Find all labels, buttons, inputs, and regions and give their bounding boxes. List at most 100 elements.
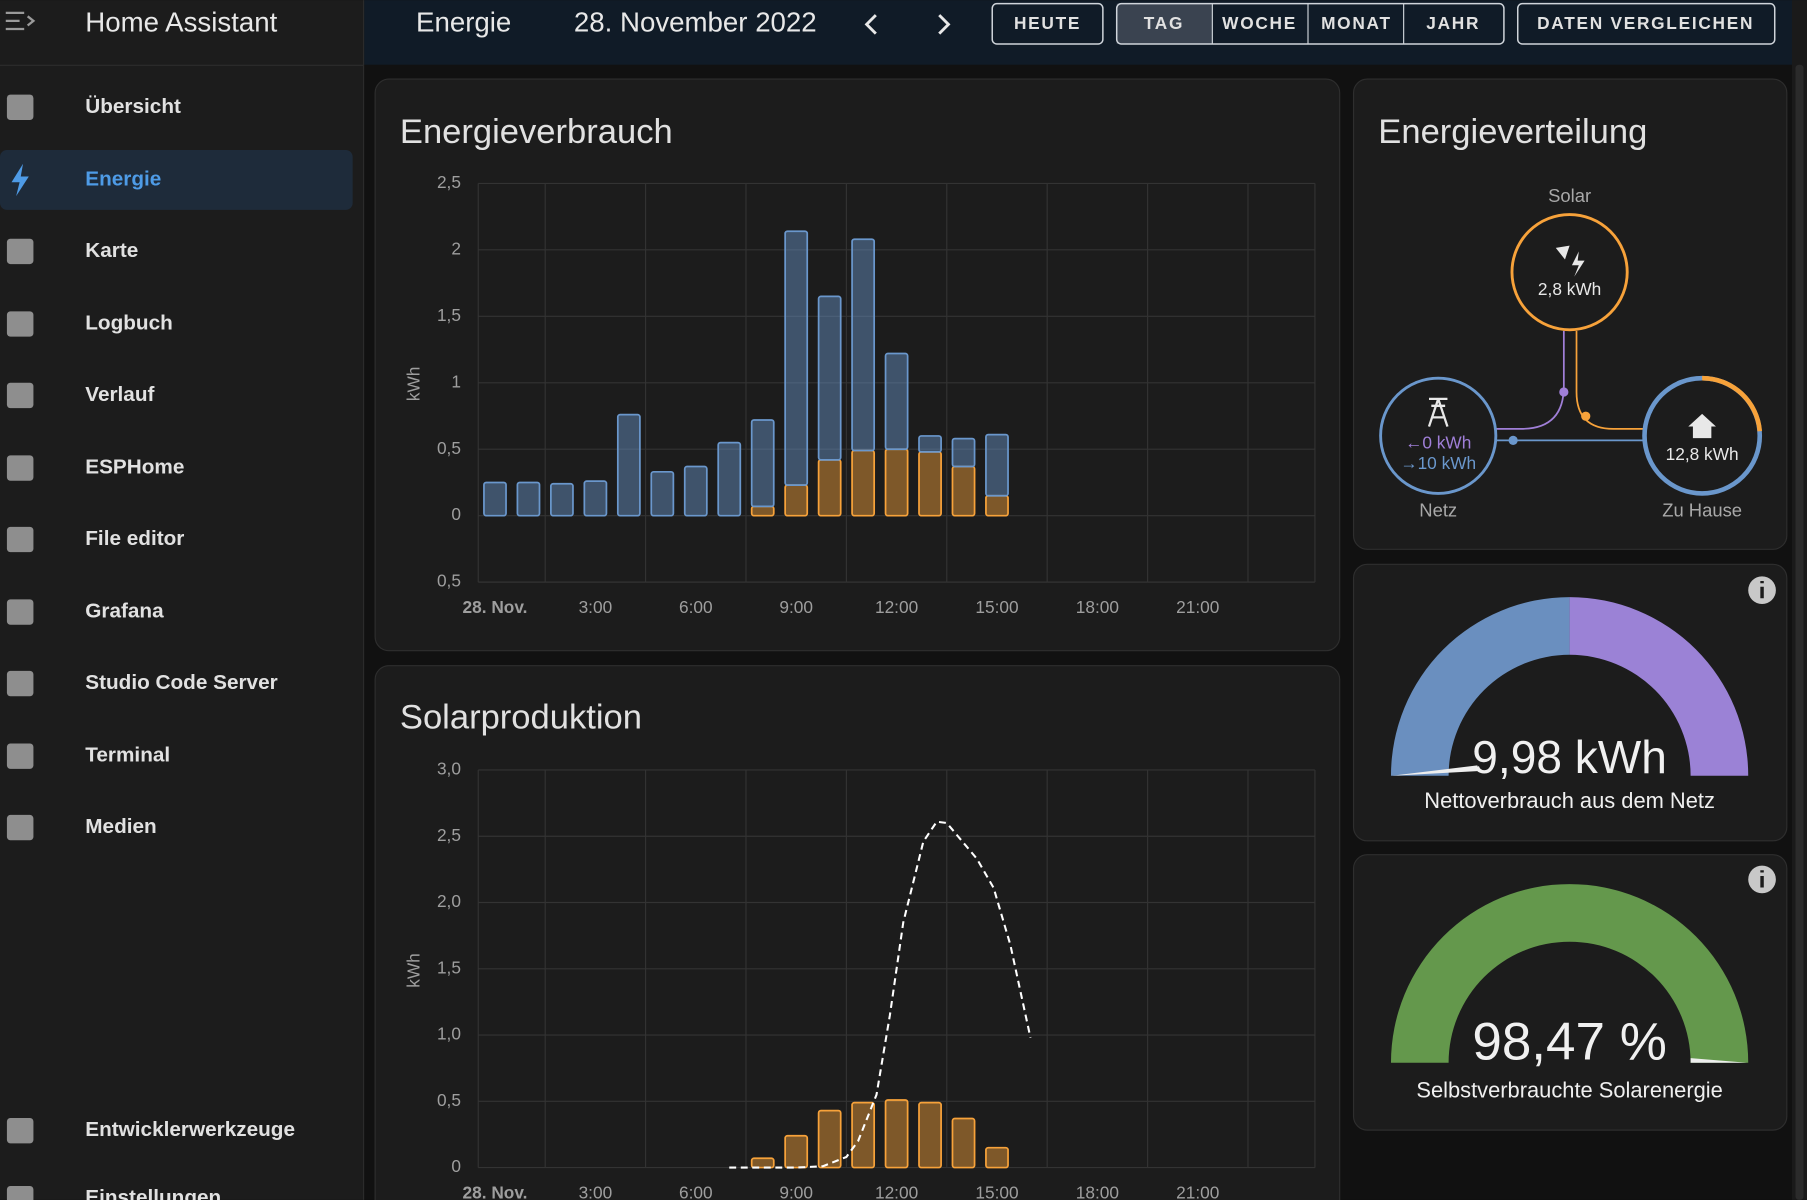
nav-item[interactable]: Grafana <box>85 600 164 623</box>
bar <box>884 1099 909 1169</box>
gauge-label: Selbstverbrauchte Solarenergie <box>1416 1077 1722 1102</box>
forecast-line <box>729 820 1032 1169</box>
gauge-value: 98,47 % <box>1472 1012 1666 1071</box>
x-tick-label: 28. Nov. <box>463 1183 528 1200</box>
nav-icon <box>6 382 34 409</box>
nav-item[interactable]: File editor <box>85 527 184 550</box>
bar <box>985 494 1009 517</box>
nav-icon <box>6 311 34 337</box>
x-tick-label: 18:00 <box>1076 597 1119 617</box>
solar-icon <box>1555 245 1585 277</box>
nav-item[interactable]: Einstellungen <box>85 1186 221 1200</box>
nav-item[interactable]: Karte <box>85 239 138 262</box>
bar <box>750 1157 775 1169</box>
x-tick-label: 21:00 <box>1176 597 1219 617</box>
card <box>374 665 1341 1200</box>
active-item <box>0 149 353 210</box>
y-tick-label: 1 <box>451 371 461 391</box>
y-tick-label: 0,5 <box>437 438 461 458</box>
today-button[interactable] <box>991 2 1104 45</box>
nav-icon <box>6 670 34 697</box>
grid-node[interactable] <box>1379 376 1498 495</box>
flow-dot <box>1508 435 1518 445</box>
bar <box>985 1146 1009 1169</box>
bar <box>717 441 742 517</box>
bar <box>550 482 574 517</box>
scroll-thumb <box>1795 64 1804 1200</box>
y-tick-label: 1,5 <box>437 957 461 977</box>
date-label: 28. November 2022 <box>574 7 817 38</box>
period-button[interactable]: MONAT <box>1321 13 1392 33</box>
gauge-value: 9,98 kWh <box>1472 731 1667 783</box>
period-button[interactable]: TAG <box>1144 13 1184 33</box>
x-tick-label: 6:00 <box>679 1183 713 1200</box>
bar <box>750 505 775 517</box>
nav-item[interactable]: Logbuch <box>85 311 173 334</box>
bar <box>650 470 675 517</box>
bar <box>918 1101 942 1169</box>
nav-item[interactable]: Energie <box>85 167 161 190</box>
period-button[interactable]: JAHR <box>1426 13 1480 33</box>
bar <box>784 484 809 517</box>
y-tick-label: 2 <box>451 238 461 258</box>
y-tick-label: 0,5 <box>437 571 461 591</box>
node-label: Netz <box>1419 500 1457 521</box>
y-tick-label: 2,5 <box>437 825 461 845</box>
card-title: Solarproduktion <box>400 698 642 736</box>
home-solar-arc <box>1702 375 1763 432</box>
x-tick-label: 15:00 <box>975 597 1018 617</box>
node-value: 2,8 kWh <box>1538 279 1601 299</box>
x-tick-label: 28. Nov. <box>463 597 528 617</box>
card-title: Energieverteilung <box>1378 113 1647 151</box>
y-tick-label: 0,5 <box>437 1090 461 1110</box>
gauge-segment <box>1390 884 1749 1063</box>
next-button[interactable] <box>938 14 951 35</box>
nav-item[interactable]: Terminal <box>85 744 170 767</box>
bar <box>817 458 842 517</box>
nav-icon <box>11 163 29 197</box>
nav-item[interactable]: Übersicht <box>85 95 181 118</box>
period-group <box>1115 2 1505 45</box>
gauge-needle <box>1690 1058 1748 1063</box>
bar <box>851 238 876 452</box>
nav-icon <box>6 238 34 265</box>
bar <box>583 480 608 517</box>
bar <box>516 481 541 517</box>
nav-icon <box>6 1186 34 1200</box>
bar <box>784 230 809 486</box>
compare-button[interactable] <box>1516 2 1776 45</box>
gauge-needle <box>1392 765 1478 776</box>
gauge-segment <box>1569 597 1749 776</box>
y-tick-label: 1,0 <box>437 1024 461 1044</box>
bar <box>817 1109 842 1169</box>
prev-button[interactable] <box>864 14 877 35</box>
bar <box>884 448 909 517</box>
bar <box>817 295 842 461</box>
nav-item[interactable]: Verlauf <box>85 383 154 406</box>
nav-icon <box>6 455 34 481</box>
today-label: HEUTE <box>1014 13 1081 33</box>
bar <box>918 451 942 517</box>
period-selected[interactable] <box>1116 3 1213 44</box>
x-tick-label: 9:00 <box>779 1183 813 1200</box>
x-tick-label: 6:00 <box>679 597 713 617</box>
x-tick-label: 18:00 <box>1076 1183 1119 1200</box>
node-label: Solar <box>1548 185 1591 206</box>
y-axis-label: kWh <box>403 953 423 988</box>
nav-item[interactable]: Studio Code Server <box>85 671 277 694</box>
page-title: Energie <box>416 7 511 38</box>
x-tick-label: 3:00 <box>579 597 613 617</box>
solar-node[interactable] <box>1510 213 1629 332</box>
nav-item[interactable]: Medien <box>85 815 156 838</box>
card <box>374 78 1341 652</box>
menu-icon[interactable] <box>5 11 36 31</box>
bar <box>851 1101 876 1169</box>
x-tick-label: 9:00 <box>779 597 813 617</box>
nav-icon <box>6 526 34 553</box>
node-value: →10 kWh <box>1400 453 1476 473</box>
nav-item[interactable]: Entwicklerwerkzeuge <box>85 1118 295 1141</box>
bar <box>951 437 976 468</box>
period-button[interactable]: WOCHE <box>1222 13 1297 33</box>
nav-item[interactable]: ESPHome <box>85 456 184 479</box>
